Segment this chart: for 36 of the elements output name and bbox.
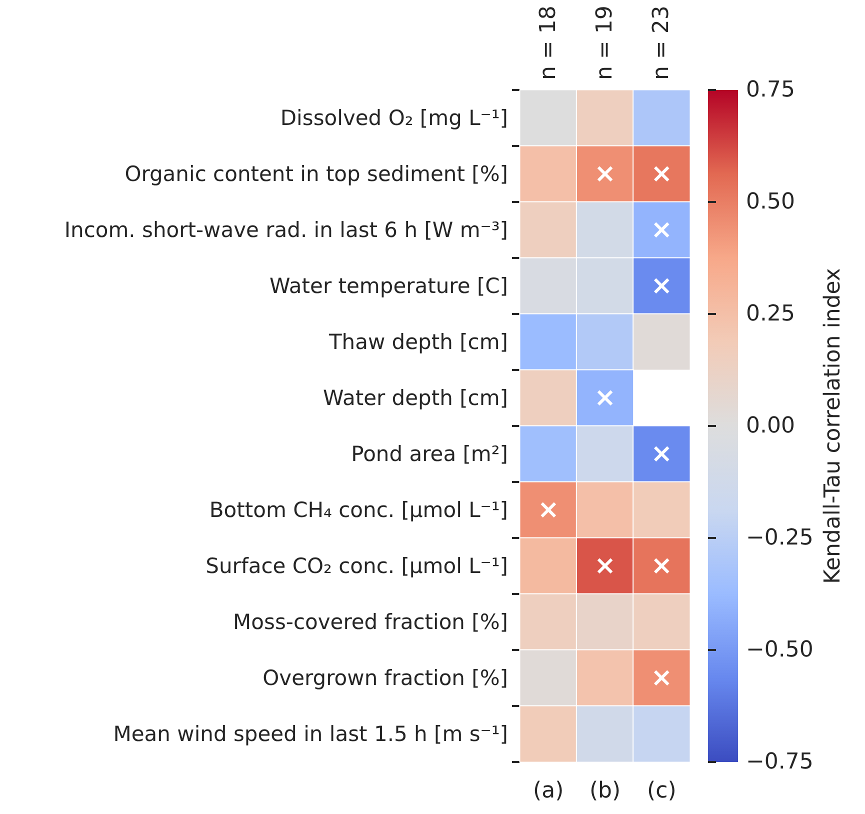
y-tick-label: Thaw depth [cm] xyxy=(328,330,508,354)
y-tick-label: Surface CO₂ conc. [µmol L⁻¹] xyxy=(206,554,508,578)
y-tick-label: Moss-covered fraction [%] xyxy=(233,610,508,634)
color-bar-label: −0.75 xyxy=(746,750,814,774)
x-tick-label: (c) xyxy=(647,778,676,804)
data-label: × xyxy=(650,159,673,189)
color-bar-label: −0.50 xyxy=(746,638,814,662)
y-tick-label: Overgrown fraction [%] xyxy=(262,666,508,690)
color-bar-label: 0.50 xyxy=(746,190,795,214)
color-bar-label: 0.75 xyxy=(746,78,795,102)
data-label: × xyxy=(650,663,673,693)
data-label: × xyxy=(650,271,673,301)
y-tick-label: Incom. short-wave rad. in last 6 h [W m⁻³] xyxy=(64,218,508,242)
data-label: × xyxy=(650,551,673,581)
y-tick-label: Water temperature [C] xyxy=(270,274,508,298)
y-tick-label: Water depth [cm] xyxy=(323,386,508,410)
y-tick-label: Organic content in top sediment [%] xyxy=(124,162,508,186)
data-label: × xyxy=(594,383,616,413)
data-label: × xyxy=(594,551,616,581)
x-tick-label: (a) xyxy=(533,778,564,804)
text: n = 23 xyxy=(649,6,674,80)
color-bar-label: −0.25 xyxy=(746,526,814,550)
text: n = 18 xyxy=(536,6,561,80)
y-tick-label: Dissolved O₂ [mg L⁻¹] xyxy=(280,106,508,130)
data-label: × xyxy=(650,439,673,469)
y-tick-label: Bottom CH₄ conc. [µmol L⁻¹] xyxy=(209,498,508,522)
y-tick-label: Pond area [m²] xyxy=(351,442,508,466)
color-bar-label: 0.00 xyxy=(746,414,795,438)
data-label: × xyxy=(537,495,560,525)
data-label: × xyxy=(594,159,616,189)
y-tick-label: Mean wind speed in last 1.5 h [m s⁻¹] xyxy=(113,722,508,746)
color-bar-label: 0.25 xyxy=(746,302,795,326)
text: n = 19 xyxy=(592,6,618,80)
x-tick-label: (b) xyxy=(589,778,621,804)
data-label: × xyxy=(650,215,673,245)
color-bar-title: Kendall-Tau correlation index xyxy=(820,268,846,584)
